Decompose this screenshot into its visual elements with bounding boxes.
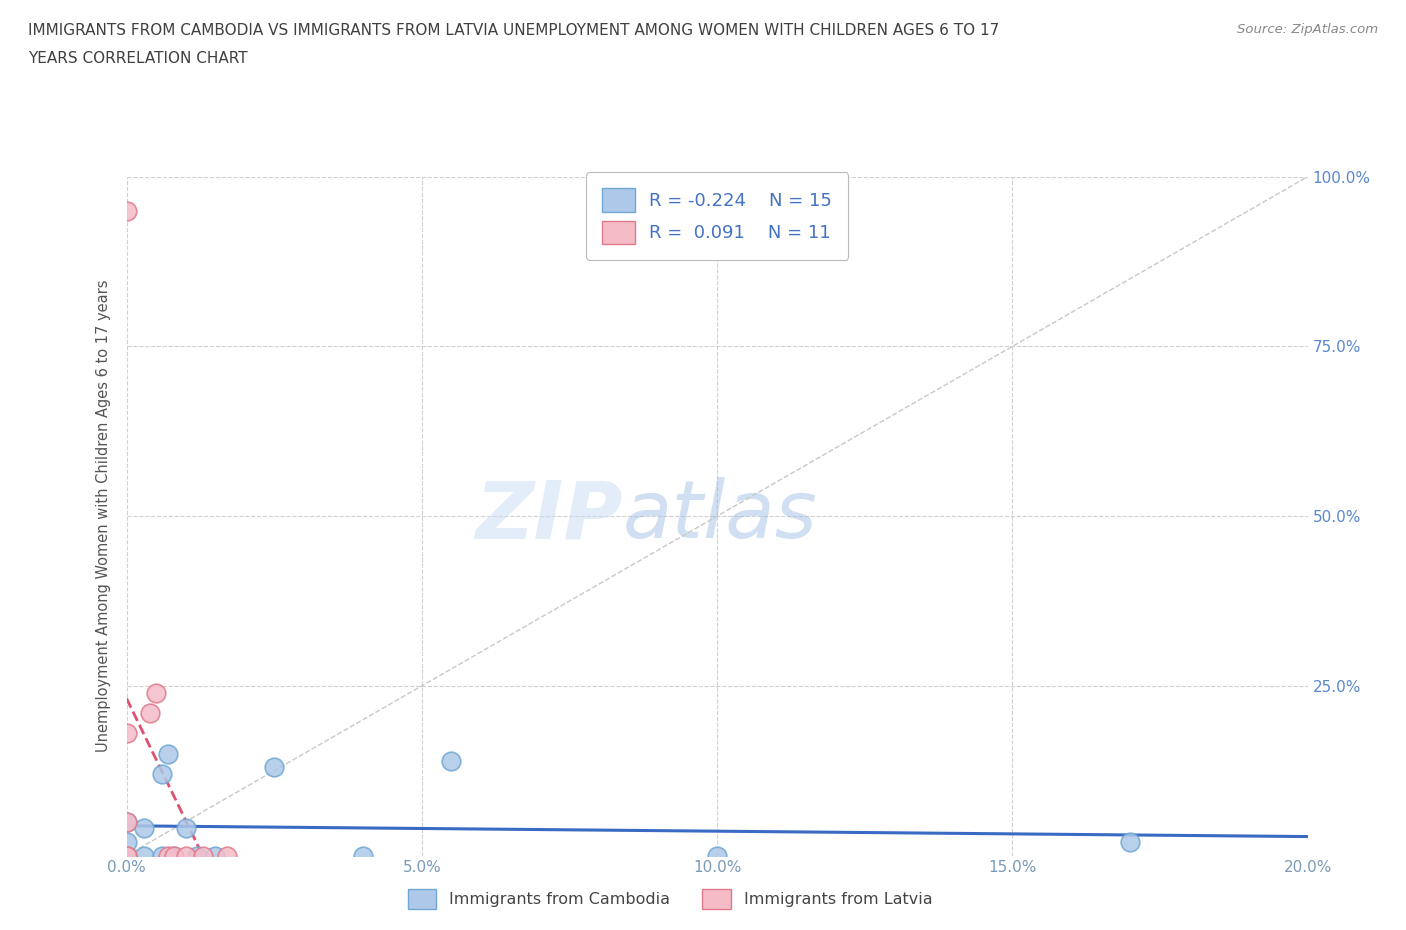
Point [215,848,238,863]
Point [134,821,156,836]
Y-axis label: Unemployment Among Women with Children Ages 6 to 17 years: Unemployment Among Women with Children A… [96,280,111,752]
Point [204,848,226,863]
Point [115,204,138,219]
Text: ZIP: ZIP [475,477,623,555]
Point [156,848,179,863]
Point [115,815,138,830]
Point [150,848,173,863]
Point [352,848,374,863]
Point [706,848,728,863]
Text: IMMIGRANTS FROM CAMBODIA VS IMMIGRANTS FROM LATVIA UNEMPLOYMENT AMONG WOMEN WITH: IMMIGRANTS FROM CAMBODIA VS IMMIGRANTS F… [28,23,1000,38]
Text: atlas: atlas [623,477,817,555]
Point [163,848,186,863]
Point [174,848,197,863]
Point [1119,834,1142,849]
Point [156,746,179,761]
Point [115,815,138,830]
Point [115,834,138,849]
Point [115,726,138,741]
Point [174,821,197,836]
Text: YEARS CORRELATION CHART: YEARS CORRELATION CHART [28,51,247,66]
Point [139,706,162,721]
Point [150,766,173,781]
Point [193,848,215,863]
Text: Source: ZipAtlas.com: Source: ZipAtlas.com [1237,23,1378,36]
Point [115,848,138,863]
Legend: Immigrants from Cambodia, Immigrants from Latvia: Immigrants from Cambodia, Immigrants fro… [401,883,939,915]
Point [115,848,138,863]
Point [186,848,208,863]
Point [440,753,463,768]
Point [134,848,156,863]
Point [115,848,138,863]
Point [163,848,186,863]
Point [263,760,285,775]
Point [145,685,167,700]
